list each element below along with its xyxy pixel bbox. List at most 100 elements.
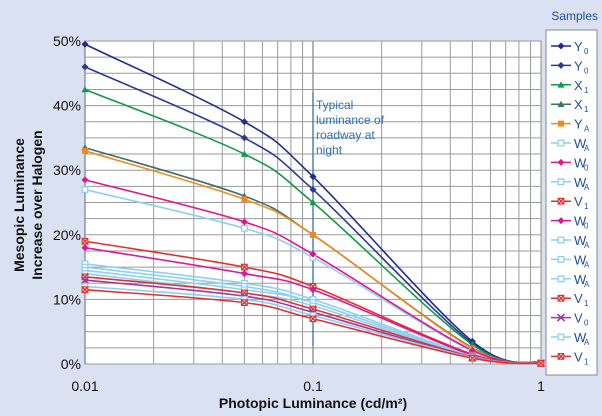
y-axis-title-line1: Mesopic Luminance xyxy=(11,138,27,272)
data-point xyxy=(537,359,545,367)
data-point xyxy=(557,333,565,341)
data-point xyxy=(81,244,89,252)
marker-cross xyxy=(558,198,564,204)
data-point xyxy=(81,63,89,71)
data-point xyxy=(557,255,565,263)
data-point xyxy=(81,40,89,48)
legend-item: WA xyxy=(551,252,590,269)
series-markers xyxy=(80,40,546,368)
annotation-text: luminance of xyxy=(316,113,385,127)
marker-cross xyxy=(469,355,475,361)
data-point xyxy=(557,100,565,107)
data-point xyxy=(240,299,248,307)
y-tick-label: 0% xyxy=(61,356,81,372)
data-point xyxy=(81,186,89,194)
legend-item: WA xyxy=(551,330,590,347)
data-point xyxy=(557,294,565,302)
legend-item: WA xyxy=(551,175,590,192)
data-point xyxy=(557,353,565,360)
data-point xyxy=(80,275,90,285)
data-point xyxy=(309,315,317,323)
data-point xyxy=(309,250,317,258)
legend-label-subscript: A xyxy=(584,280,590,289)
marker-cross xyxy=(310,316,316,322)
legend-label-subscript: 0 xyxy=(584,222,589,231)
legend-item: W0 xyxy=(551,155,589,172)
data-point xyxy=(240,134,248,142)
data-point xyxy=(240,270,248,278)
data-point xyxy=(556,313,566,322)
data-point xyxy=(240,224,248,232)
y-axis-title-line2: Increase over Halogen xyxy=(29,130,45,279)
data-point xyxy=(557,197,565,205)
data-point xyxy=(468,354,476,362)
legend-label: Y xyxy=(574,58,583,73)
legend-label: W xyxy=(574,175,587,190)
y-axis-title: Mesopic Luminance Increase over Halogen xyxy=(11,130,45,279)
marker-cross xyxy=(82,287,88,293)
x-tick-labels: 0.01 0.1 1 xyxy=(71,378,545,394)
legend-label-subscript: A xyxy=(584,338,590,347)
legend-label: X xyxy=(574,97,583,112)
legend-title: Samples xyxy=(551,9,598,23)
legend-label: W xyxy=(574,136,587,151)
y-tick-label: 10% xyxy=(53,291,81,307)
data-point xyxy=(240,218,248,226)
marker-cross xyxy=(241,264,247,270)
data-point xyxy=(240,150,248,157)
legend-label: V xyxy=(574,311,583,326)
data-point xyxy=(557,217,565,225)
y-tick-label: 20% xyxy=(53,227,81,243)
legend-label-subscript: 0 xyxy=(584,66,589,75)
legend-label-subscript: A xyxy=(584,241,590,250)
annotation-text: Typical xyxy=(316,98,353,112)
data-point xyxy=(557,42,565,50)
annotation-text: night xyxy=(316,143,343,157)
legend-label: V xyxy=(574,194,583,209)
legend-item: WA xyxy=(551,272,590,289)
legend-label: V xyxy=(574,349,583,364)
legend-label-subscript: 1 xyxy=(584,357,589,366)
legend-label-subscript: 1 xyxy=(584,105,589,114)
y-tick-labels: 0% 10% 20% 30% 40% 50% xyxy=(53,33,81,372)
x-axis-title: Photopic Luminance (cd/m²) xyxy=(219,395,407,411)
data-point xyxy=(557,178,565,186)
legend-label: W xyxy=(574,272,587,287)
data-point xyxy=(557,158,565,166)
legend-label: X xyxy=(574,78,583,93)
legend-label-subscript: A xyxy=(584,260,590,269)
data-point xyxy=(309,173,317,181)
annotation-text: roadway at xyxy=(316,128,375,142)
x-tick-label: 1 xyxy=(537,378,545,394)
legend-label: W xyxy=(574,330,587,345)
legend-label: Y xyxy=(574,117,583,132)
data-point xyxy=(558,120,564,127)
y-tick-label: 50% xyxy=(53,33,81,49)
legend-label: Y xyxy=(574,39,583,54)
data-point xyxy=(81,85,89,93)
legend-item: WA xyxy=(551,233,590,250)
legend-label-subscript: 1 xyxy=(584,86,589,95)
x-tick-label: 0.1 xyxy=(303,378,323,394)
legend-label: V xyxy=(574,291,583,306)
legend-item: W0 xyxy=(551,214,589,231)
legend-label: W xyxy=(574,155,587,170)
data-point xyxy=(557,236,565,244)
legend-label-subscript: 1 xyxy=(584,202,589,211)
legend-item: WA xyxy=(551,136,590,153)
marker-cross xyxy=(538,360,544,366)
data-point xyxy=(240,118,248,126)
y-tick-label: 40% xyxy=(53,98,81,114)
data-point xyxy=(82,147,88,154)
marker-cross xyxy=(558,353,564,359)
